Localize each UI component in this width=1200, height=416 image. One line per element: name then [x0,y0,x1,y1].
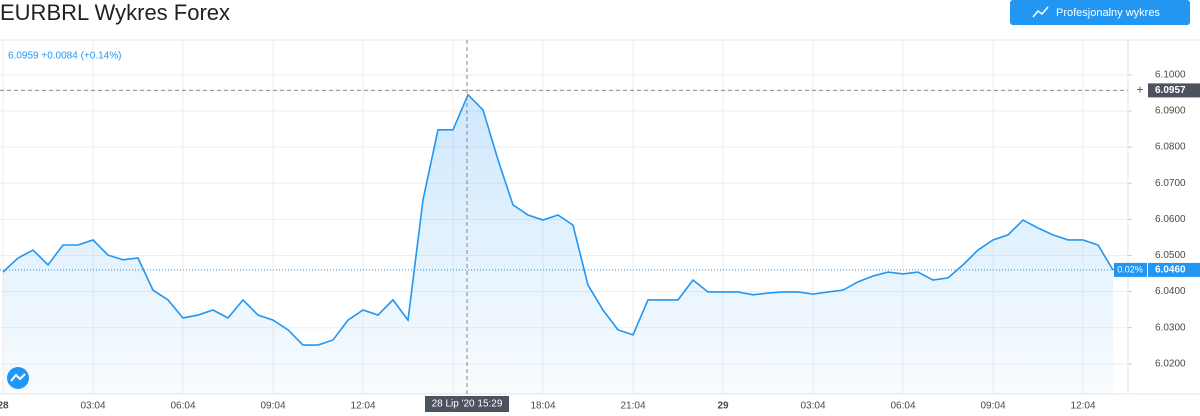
x-tick-label: 21:04 [620,401,645,412]
crosshair-time-box [425,396,509,412]
y-tick-label: 6.0700 [1155,178,1186,189]
legend-text: 6.0959 +0.0084 (+0.14%) [8,51,121,62]
y-tick-label: 6.0200 [1155,358,1186,369]
button-icon [1032,6,1049,18]
price-line [2,93,1114,346]
area [3,94,1113,395]
y-tick-label: 6.0600 [1155,214,1186,225]
x-tick-label: 09:04 [980,401,1005,412]
x-tick-label: 03:04 [800,401,825,412]
crosshair-price-box [1148,83,1200,98]
x-tick-label: 06:04 [170,401,195,412]
button-label[interactable]: Profesjonalny wykres [1056,7,1160,19]
plus: + [1136,83,1143,97]
y-tick-label: 6.0800 [1155,142,1186,153]
y-tick-label: 6.1000 [1155,70,1186,81]
x-tick-label: 12:04 [350,401,375,412]
y-tick-label: 6.0300 [1155,322,1186,333]
last-change-box [1114,262,1147,277]
last-change: 0.02% [1117,264,1143,274]
x-tick-label: 28 [0,401,9,412]
y-tick-label: 6.0900 [1155,106,1186,117]
x-tick-label: 09:04 [260,401,285,412]
x-tick-label: 03:04 [80,401,105,412]
pro-chart-button[interactable] [1010,0,1190,25]
chart-title: EURBRL Wykres Forex [0,0,230,25]
y-tick-label: 6.0500 [1155,250,1186,261]
x-tick-label: 29 [717,401,729,412]
crosshair-time: 28 Lip '20 15:29 [432,399,503,410]
x-tick-label: 12:04 [1070,401,1095,412]
y-tick-label: 6.0400 [1155,286,1186,297]
x-tick-label: 18:04 [530,401,555,412]
x-tick-label: 06:04 [890,401,915,412]
last-price-box [1148,262,1200,277]
logo-mark [10,373,26,382]
last-price: 6.0460 [1155,265,1186,276]
crosshair-price: 6.0957 [1155,85,1186,96]
